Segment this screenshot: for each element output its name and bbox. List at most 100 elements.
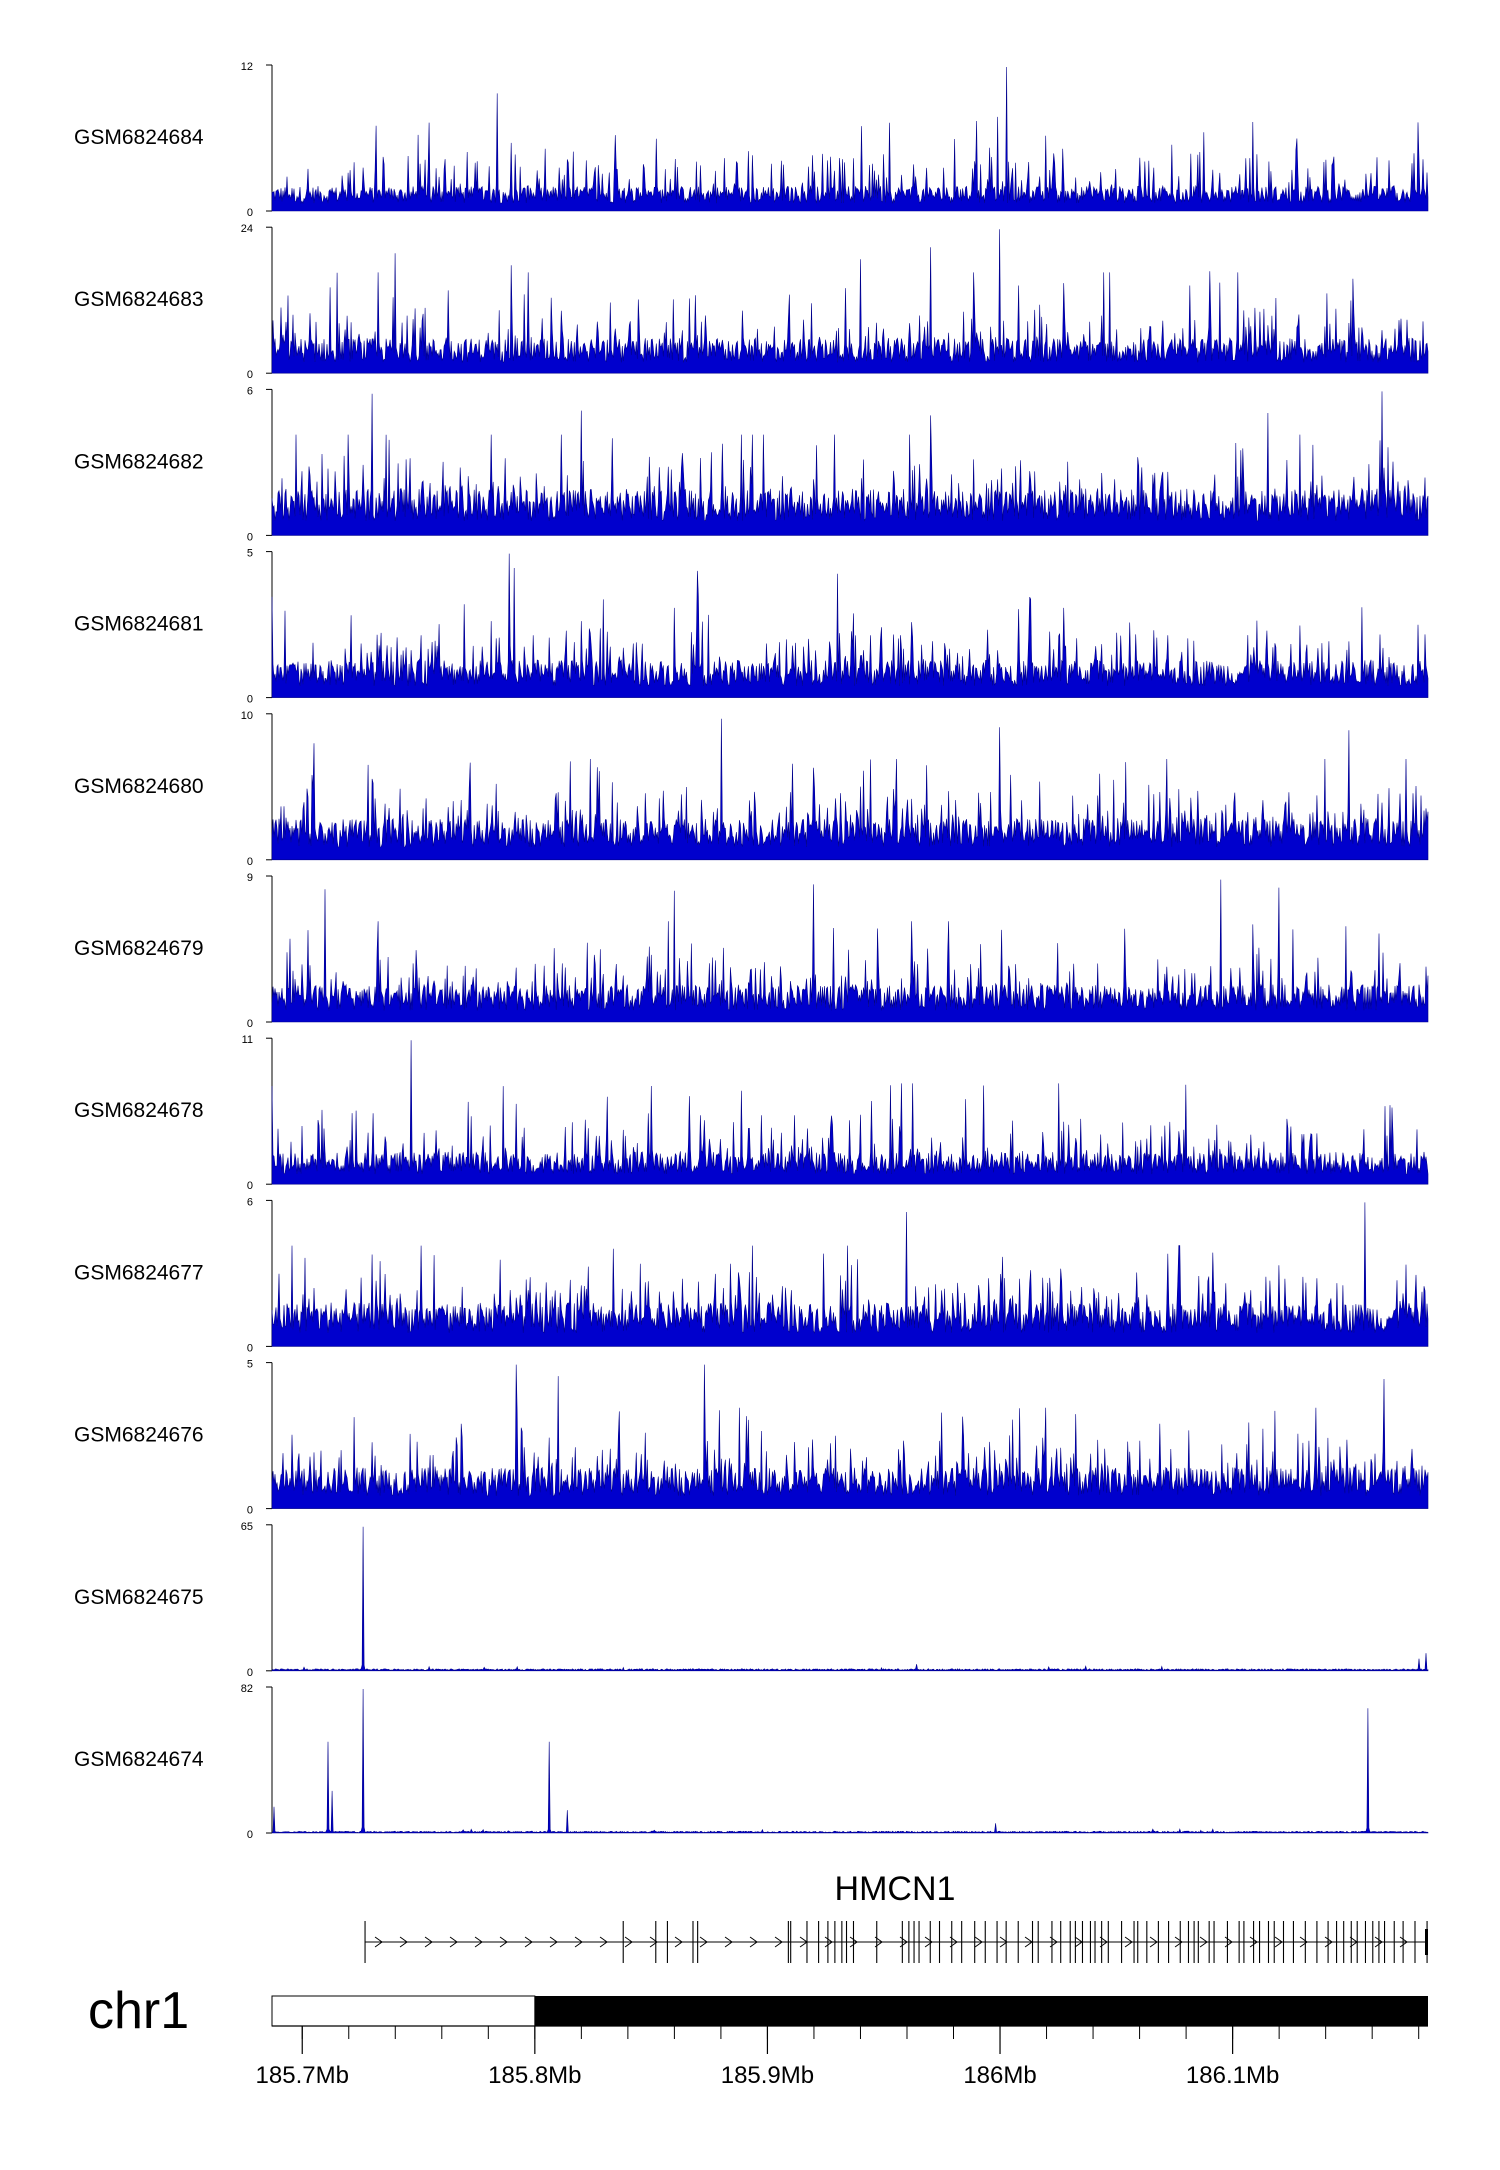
strand-arrow [1099, 1936, 1108, 1948]
strand-arrow [1299, 1936, 1308, 1948]
y-max-label: 82 [241, 1683, 253, 1695]
track-label: GSM6824676 [74, 1424, 204, 1447]
y-zero-label: 0 [247, 1829, 253, 1841]
y-zero-label: 0 [247, 1505, 253, 1517]
track-label: GSM6824682 [74, 450, 204, 473]
y-max-label: 65 [241, 1521, 253, 1533]
ideogram-light-band [271, 1995, 536, 2027]
track-label: GSM6824674 [74, 1748, 204, 1771]
coverage-area [271, 391, 1429, 536]
y-zero-label: 0 [247, 207, 253, 219]
y-max-label: 6 [247, 385, 253, 397]
strand-arrow [1199, 1936, 1208, 1948]
strand-arrow [599, 1936, 608, 1948]
strand-arrow [974, 1936, 983, 1948]
y-max-label: 24 [241, 223, 253, 235]
y-zero-label: 0 [247, 856, 253, 868]
track-GSM6824676: GSM6824676 5 0 [74, 1359, 1429, 1517]
strand-arrow [999, 1936, 1008, 1948]
y-zero-label: 0 [247, 531, 253, 543]
track-GSM6824674: GSM6824674 82 0 [74, 1683, 1429, 1841]
genome-axis: 185.7Mb 185.8Mb 185.9Mb 186Mb 186.1Mb [256, 2025, 1428, 2089]
track-label: GSM6824684 [74, 126, 204, 149]
strand-arrow [424, 1936, 433, 1948]
track-GSM6824682: GSM6824682 6 0 [74, 385, 1429, 543]
track-GSM6824681: GSM6824681 5 0 [74, 548, 1429, 706]
y-zero-label: 0 [247, 1342, 253, 1354]
track-label: GSM6824681 [74, 613, 204, 636]
x-tick-label: 185.8Mb [488, 2062, 581, 2089]
track-label: GSM6824678 [74, 1099, 204, 1122]
track-GSM6824683: GSM6824683 24 0 [74, 223, 1429, 381]
strand-arrow [1249, 1936, 1258, 1948]
y-zero-label: 0 [247, 1667, 253, 1679]
strand-arrow [499, 1936, 508, 1948]
strand-arrow [449, 1936, 458, 1948]
strand-arrow [1149, 1936, 1158, 1948]
y-max-label: 10 [241, 710, 253, 722]
coverage-area [271, 229, 1429, 374]
strand-arrow [874, 1936, 883, 1948]
track-GSM6824680: GSM6824680 10 0 [74, 710, 1429, 868]
y-max-label: 12 [241, 61, 253, 73]
chromosome-label: chr1 [88, 1982, 189, 2040]
track-GSM6824679: GSM6824679 9 0 [74, 872, 1429, 1030]
x-tick-label: 185.9Mb [721, 2062, 814, 2089]
x-tick-label: 186.1Mb [1186, 2062, 1279, 2089]
strand-arrow [924, 1936, 933, 1948]
coverage-area [271, 1688, 1429, 1834]
strand-arrow [1124, 1936, 1133, 1948]
gene-end-block [1425, 1929, 1428, 1955]
strand-arrow [1399, 1936, 1408, 1948]
coverage-area [271, 1526, 1429, 1672]
strand-arrow [1274, 1936, 1283, 1948]
strand-arrow [399, 1936, 408, 1948]
strand-arrow [474, 1936, 483, 1948]
track-label: GSM6824677 [74, 1261, 204, 1284]
strand-arrow [524, 1936, 533, 1948]
strand-arrow [724, 1936, 733, 1948]
y-max-label: 6 [247, 1196, 253, 1208]
coverage-area [271, 553, 1429, 698]
track-GSM6824675: GSM6824675 65 0 [74, 1521, 1429, 1679]
y-max-label: 5 [247, 548, 253, 560]
strand-arrow [624, 1936, 633, 1948]
strand-arrow [649, 1936, 658, 1948]
coverage-area [271, 1202, 1429, 1347]
coverage-area [271, 1364, 1429, 1509]
strand-arrow [699, 1936, 708, 1948]
track-label: GSM6824679 [74, 937, 204, 960]
x-tick-label: 186Mb [963, 2062, 1036, 2089]
strand-arrow [674, 1936, 683, 1948]
gene-model-track: HMCN1 [364, 1870, 1428, 1963]
track-GSM6824677: GSM6824677 6 0 [74, 1196, 1429, 1354]
y-zero-label: 0 [247, 694, 253, 706]
strand-arrow [1374, 1936, 1383, 1948]
coverage-area [271, 879, 1429, 1023]
x-tick-label: 185.7Mb [256, 2062, 349, 2089]
track-label: GSM6824675 [74, 1586, 204, 1609]
track-label: GSM6824680 [74, 775, 204, 798]
strand-arrow [574, 1936, 583, 1948]
gene-label: HMCN1 [835, 1870, 956, 1908]
track-GSM6824684: GSM6824684 12 0 [74, 61, 1429, 219]
strand-arrow [1174, 1936, 1183, 1948]
y-zero-label: 0 [247, 369, 253, 381]
coverage-tracks: GSM6824684120GSM6824683240GSM682468260GS… [74, 61, 1429, 1841]
y-max-label: 11 [242, 1034, 253, 1046]
strand-arrow [949, 1936, 958, 1948]
y-zero-label: 0 [247, 1018, 253, 1030]
strand-arrow [749, 1936, 758, 1948]
ideogram-track: chr1 [88, 1982, 1428, 2040]
strand-arrow [374, 1936, 383, 1948]
y-max-label: 9 [247, 872, 253, 884]
strand-arrow [1324, 1936, 1333, 1948]
coverage-area [271, 66, 1429, 212]
coverage-area [271, 1040, 1429, 1185]
strand-arrow [774, 1936, 783, 1948]
coverage-area [271, 718, 1429, 861]
strand-arrow [549, 1936, 558, 1948]
strand-arrow [849, 1936, 858, 1948]
y-max-label: 5 [247, 1359, 253, 1371]
track-GSM6824678: GSM6824678 11 0 [74, 1034, 1429, 1192]
